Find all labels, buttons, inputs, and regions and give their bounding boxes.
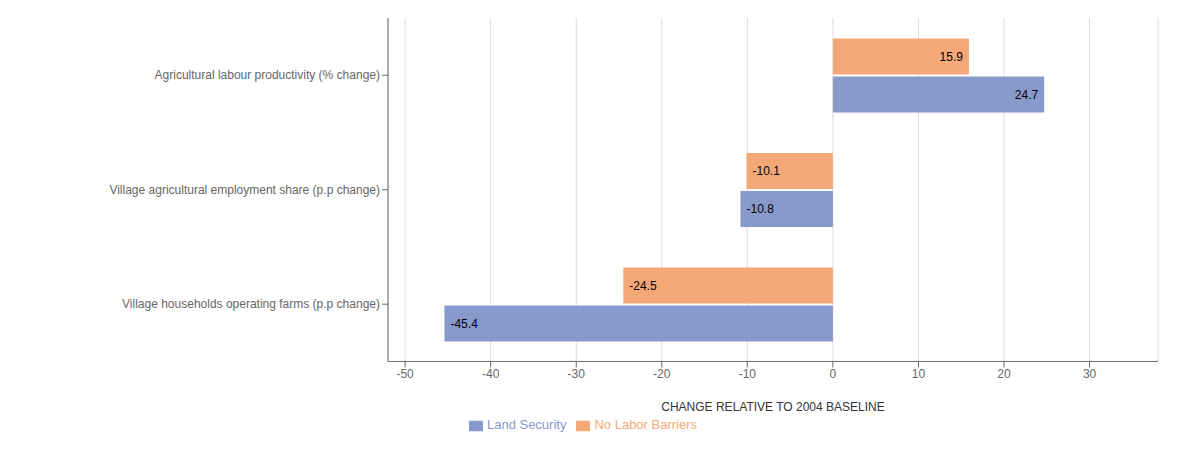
svg-text:-40: -40 [482,367,500,381]
svg-text:-45.4: -45.4 [450,317,478,331]
svg-text:Village households operating f: Village households operating farms (p.p … [122,297,380,311]
svg-text:20: 20 [997,367,1011,381]
svg-text:30: 30 [1083,367,1097,381]
svg-text:-24.5: -24.5 [629,279,657,293]
svg-text:15.9: 15.9 [940,50,964,64]
svg-text:0: 0 [830,367,837,381]
svg-text:CHANGE RELATIVE TO 2004 BASELI: CHANGE RELATIVE TO 2004 BASELINE [661,400,884,414]
svg-text:10: 10 [912,367,926,381]
svg-text:-10.8: -10.8 [746,202,774,216]
svg-text:Agricultural labour productivi: Agricultural labour productivity (% chan… [155,68,380,82]
svg-text:-10: -10 [739,367,757,381]
html-text:No Labor Barriers: No Labor Barriers [594,417,697,433]
svg-text:24.7: 24.7 [1015,88,1039,102]
svg-text:-20: -20 [653,367,671,381]
svg-text:Village agricultural employmen: Village agricultural employment share (p… [109,183,380,197]
svg-text:-10.1: -10.1 [752,164,780,178]
html-text:Land Security: Land Security [486,417,567,433]
svg-text:-30: -30 [568,367,586,381]
svg-text:-50: -50 [396,367,414,381]
